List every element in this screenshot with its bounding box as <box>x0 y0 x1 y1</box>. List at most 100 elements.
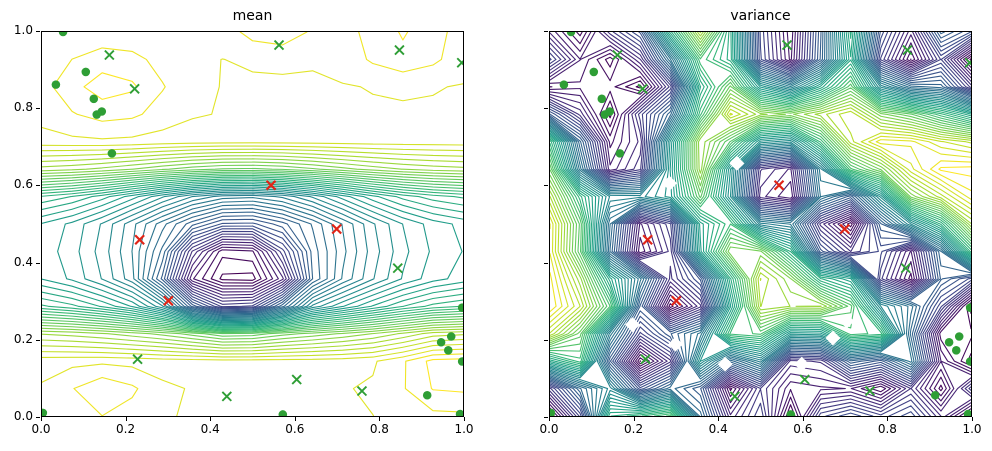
green-cross-marker <box>781 39 793 51</box>
y-tick-mark <box>544 339 548 341</box>
y-tick-label: 0.8 <box>13 100 33 115</box>
green-cross-marker <box>221 391 232 402</box>
green-dot-marker <box>944 337 954 347</box>
green-dot-marker <box>107 149 117 158</box>
red-cross-marker <box>773 179 785 191</box>
green-dot-marker <box>566 32 576 37</box>
green-dot-marker <box>81 67 91 77</box>
white-diamond-marker <box>794 356 810 372</box>
x-tick-mark <box>887 417 889 421</box>
green-dot-marker <box>550 408 556 416</box>
white-diamond-marker <box>864 254 880 270</box>
y-tick-mark <box>544 262 548 264</box>
x-tick-mark <box>633 417 635 421</box>
green-cross-marker <box>640 354 651 365</box>
y-tick-mark <box>544 108 548 110</box>
variance-plot-title: variance <box>730 8 791 24</box>
green-cross-marker <box>273 39 285 51</box>
x-tick-label: 0.2 <box>624 422 644 436</box>
green-dot-marker <box>457 303 463 312</box>
green-cross-marker <box>864 385 876 397</box>
green-dot-marker <box>597 94 607 104</box>
green-dot-marker <box>278 410 288 416</box>
x-tick-label: 0.0 <box>539 422 559 436</box>
red-cross-marker <box>163 295 174 307</box>
y-tick-label: 0.0 <box>13 409 33 423</box>
red-cross-marker <box>671 295 682 307</box>
x-tick-label: 1.0 <box>962 422 982 436</box>
green-dot-marker <box>954 332 964 341</box>
y-tick-mark <box>36 262 40 264</box>
green-dot-marker <box>42 408 48 416</box>
y-tick-label: 0.4 <box>13 254 33 269</box>
x-tick-mark <box>379 417 381 421</box>
green-dot-marker <box>589 67 599 77</box>
green-dot-marker <box>422 390 432 400</box>
white-diamond-marker <box>825 330 841 346</box>
green-cross-marker <box>799 374 810 385</box>
x-tick-mark <box>972 417 973 421</box>
green-cross-marker <box>637 83 648 94</box>
green-dot-marker <box>951 346 961 355</box>
y-tick-mark <box>36 31 40 32</box>
red-cross-marker <box>134 234 145 245</box>
green-dot-marker <box>58 32 68 37</box>
x-tick-label: 1.0 <box>454 422 474 436</box>
y-tick-mark <box>544 185 548 187</box>
x-tick-mark <box>41 417 42 421</box>
green-dot-marker <box>965 357 971 366</box>
x-tick-mark <box>549 417 550 421</box>
green-dot-marker <box>559 80 569 89</box>
green-cross-marker <box>291 374 302 385</box>
green-dot-marker <box>930 390 940 400</box>
y-tick-label: 0.2 <box>13 331 33 346</box>
green-dot-marker <box>89 94 99 104</box>
green-dot-marker <box>605 107 615 116</box>
variance-contour-canvas <box>550 32 971 416</box>
mean-plot-title: mean <box>232 8 273 24</box>
x-tick-label: 0.8 <box>369 422 389 436</box>
x-tick-label: 0.4 <box>200 422 220 436</box>
red-cross-marker <box>331 223 342 235</box>
red-cross-marker <box>642 234 653 245</box>
y-tick-mark <box>36 108 40 110</box>
red-cross-marker <box>265 179 277 191</box>
green-dot-marker <box>615 149 625 158</box>
green-dot-marker <box>965 303 971 312</box>
y-tick-mark <box>36 339 40 341</box>
y-tick-label: 1.0 <box>13 23 33 37</box>
white-diamond-marker <box>662 175 678 191</box>
red-cross-marker <box>839 223 850 235</box>
green-cross-marker <box>612 49 623 61</box>
x-tick-label: 0.4 <box>708 422 728 436</box>
y-tick-mark <box>544 31 548 32</box>
green-dot-marker <box>786 410 796 416</box>
contour-lines <box>550 32 971 416</box>
white-diamond-marker <box>729 155 745 171</box>
green-dot-marker <box>457 357 463 366</box>
x-tick-mark <box>718 417 720 421</box>
green-cross-marker <box>900 263 911 274</box>
green-cross-marker <box>394 44 405 56</box>
x-tick-label: 0.6 <box>793 422 813 436</box>
x-tick-mark <box>802 417 804 421</box>
y-tick-mark <box>36 417 40 418</box>
green-dot-marker <box>97 107 107 116</box>
green-cross-marker <box>356 385 368 397</box>
y-tick-mark <box>544 417 548 418</box>
green-dot-marker <box>436 337 446 347</box>
y-tick-mark <box>36 185 40 187</box>
green-cross-marker <box>104 49 115 61</box>
green-cross-marker <box>129 83 140 94</box>
mean-contour-canvas <box>42 32 463 416</box>
x-tick-mark <box>464 417 465 421</box>
variance-plot-area <box>549 31 972 417</box>
green-dot-marker <box>446 332 456 341</box>
x-tick-mark <box>210 417 212 421</box>
x-tick-label: 0.2 <box>116 422 136 436</box>
green-cross-marker <box>132 354 143 365</box>
green-cross-marker <box>729 391 740 402</box>
green-dot-marker <box>443 346 453 355</box>
contour-lines <box>42 32 463 416</box>
